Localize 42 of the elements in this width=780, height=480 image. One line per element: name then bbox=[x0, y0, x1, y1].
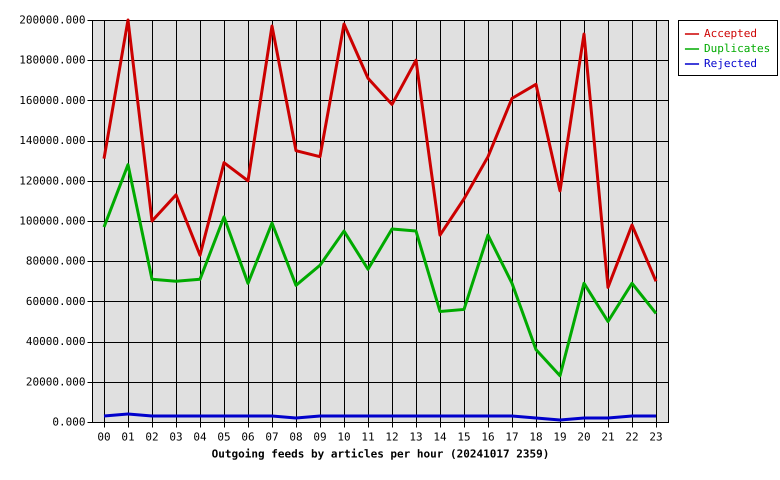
x-tick-label: 12 bbox=[385, 430, 399, 444]
x-tick-label: 13 bbox=[409, 430, 423, 444]
y-tick-label: 100000.000 bbox=[19, 214, 86, 228]
x-axis-title: Outgoing feeds by articles per hour (20241017 2359) bbox=[212, 448, 550, 460]
y-tick-label: 120000.000 bbox=[19, 174, 86, 188]
y-tick-label: 160000.000 bbox=[19, 94, 86, 107]
line-series bbox=[102, 412, 658, 422]
x-tick-label: 00 bbox=[97, 430, 111, 444]
x-tick-label: 21 bbox=[601, 430, 615, 444]
x-tick-label: 10 bbox=[337, 430, 351, 444]
x-tick-label: 09 bbox=[313, 430, 327, 444]
x-tick-label: 07 bbox=[265, 430, 279, 444]
y-tick-label: 140000.000 bbox=[19, 134, 86, 148]
x-tick-label: 15 bbox=[457, 430, 471, 444]
x-tick-label: 18 bbox=[529, 430, 543, 444]
x-tick-label: 02 bbox=[145, 430, 159, 444]
x-tick-label: 14 bbox=[433, 430, 447, 444]
legend-label: Accepted bbox=[704, 27, 757, 40]
line-series bbox=[102, 18, 658, 289]
y-tick-label: 60000.000 bbox=[26, 294, 86, 308]
y-tick-label: 0.000 bbox=[52, 416, 86, 428]
line-series bbox=[102, 163, 658, 378]
legend-label: Rejected bbox=[704, 57, 757, 70]
legend-label: Duplicates bbox=[704, 42, 770, 55]
x-tick-label: 04 bbox=[193, 430, 207, 444]
y-tick-label: 40000.000 bbox=[26, 335, 86, 348]
x-tick-label: 20 bbox=[577, 430, 591, 444]
x-tick-label: 01 bbox=[121, 430, 135, 444]
x-tick-label: 19 bbox=[553, 430, 567, 444]
x-tick-label: 05 bbox=[217, 430, 231, 444]
y-tick-label: 180000.000 bbox=[19, 54, 86, 67]
y-tick-label: 20000.000 bbox=[26, 375, 86, 388]
x-tick-label: 17 bbox=[505, 430, 519, 444]
y-tick-label: 200000.000 bbox=[19, 14, 86, 26]
x-tick-label: 22 bbox=[625, 430, 639, 444]
y-tick-label: 80000.000 bbox=[26, 254, 86, 268]
x-tick-label: 16 bbox=[481, 430, 495, 444]
x-tick-label: 08 bbox=[289, 430, 303, 444]
x-tick-label: 06 bbox=[241, 430, 255, 444]
x-tick-label: 11 bbox=[361, 430, 375, 444]
x-tick-label: 03 bbox=[169, 430, 183, 444]
x-tick-label: 23 bbox=[649, 430, 663, 444]
